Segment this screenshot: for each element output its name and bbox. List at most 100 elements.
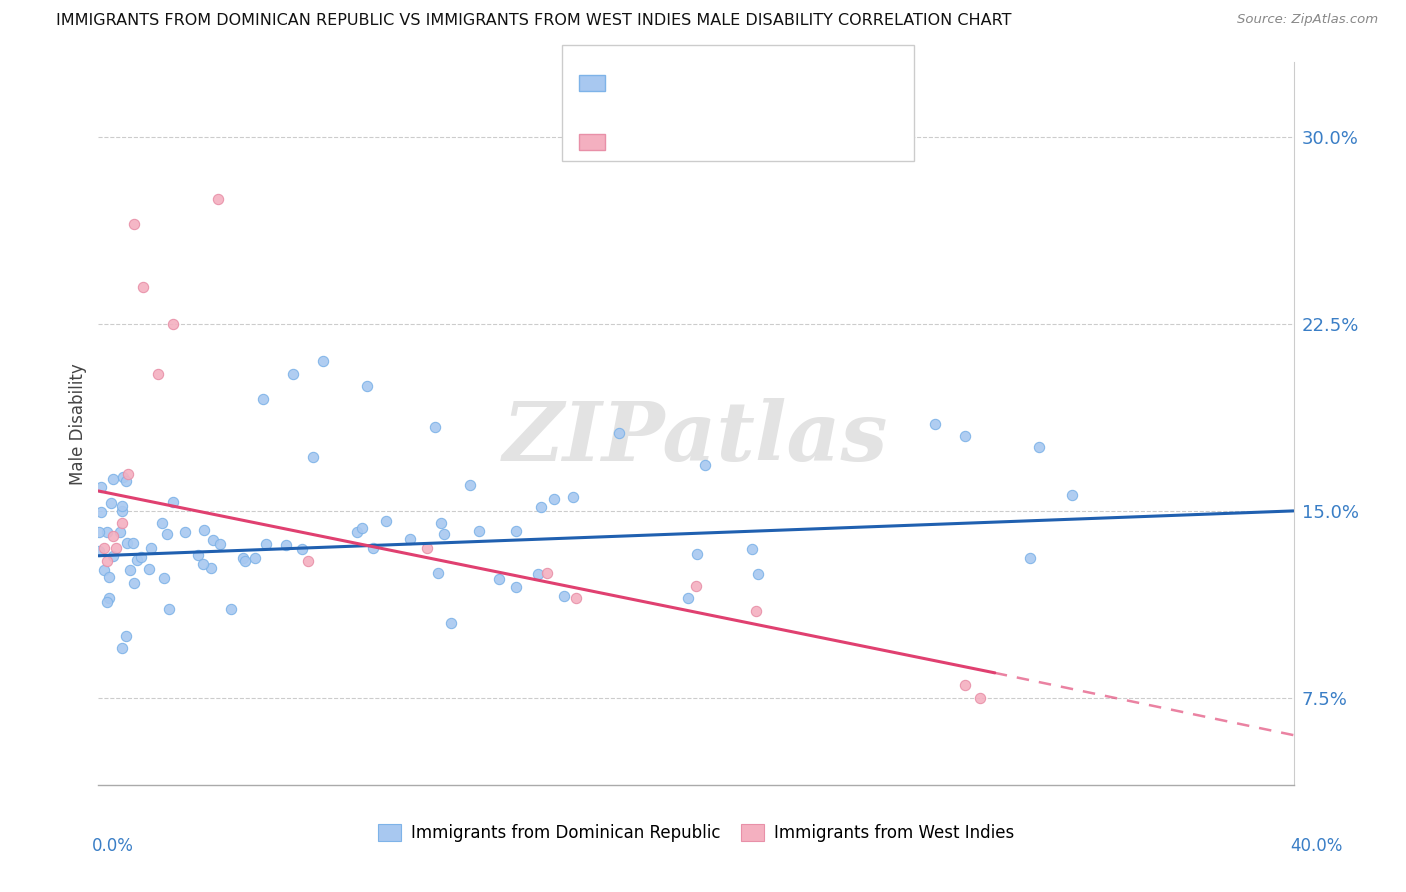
Point (121, 536, 143, 550)
Point (87, 524, 110, 539)
Point (96, 524, 118, 539)
Point (98, 570, 121, 584)
Point (433, 527, 456, 541)
Point (110, 640, 132, 655)
Point (129, 549, 152, 564)
Point (685, 547, 707, 561)
Point (276, 538, 298, 552)
Point (101, 472, 124, 486)
Text: 0.0%: 0.0% (91, 837, 134, 855)
Point (111, 470, 134, 484)
Point (427, 566, 450, 580)
Point (200, 561, 222, 575)
Point (291, 541, 314, 556)
Point (162, 495, 184, 509)
Point (108, 524, 131, 539)
Point (460, 477, 482, 491)
Point (361, 541, 384, 555)
Point (96, 554, 118, 568)
Point (527, 567, 550, 582)
Point (536, 566, 558, 581)
Point (156, 527, 179, 541)
Point (562, 490, 585, 504)
Point (685, 579, 707, 593)
Point (953, 429, 976, 443)
Point (676, 591, 699, 606)
Point (346, 524, 368, 539)
Point (111, 500, 134, 514)
Point (191, 557, 214, 571)
Point (201, 533, 224, 548)
Point (423, 419, 446, 434)
Text: IMMIGRANTS FROM DOMINICAN REPUBLIC VS IMMIGRANTS FROM WEST INDIES MALE DISABILIT: IMMIGRANTS FROM DOMINICAN REPUBLIC VS IM… (56, 13, 1012, 29)
Point (302, 450, 325, 464)
Point (741, 542, 763, 557)
Point (607, 425, 630, 440)
Point (93, 541, 115, 556)
Text: 82: 82 (754, 70, 779, 87)
Point (1019, 551, 1042, 566)
Point (103, 529, 125, 543)
Point (138, 562, 160, 576)
Legend: Immigrants from Dominican Republic, Immigrants from West Indies: Immigrants from Dominican Republic, Immi… (371, 817, 1021, 849)
Y-axis label: Male Disability: Male Disability (69, 363, 87, 484)
Point (100, 496, 122, 510)
Point (93, 563, 115, 577)
Text: 19: 19 (754, 128, 779, 146)
Point (115, 630, 138, 644)
Point (297, 554, 319, 568)
Point (111, 516, 134, 531)
Point (157, 602, 180, 616)
Point (115, 536, 138, 550)
Point (132, 279, 155, 293)
Point (745, 603, 768, 617)
Point (98, 591, 121, 605)
Point (1062, 487, 1084, 501)
Point (693, 458, 716, 472)
Text: -0.232: -0.232 (658, 128, 723, 146)
Point (105, 541, 128, 556)
Point (747, 566, 769, 581)
Point (416, 541, 439, 556)
Text: R =: R = (616, 70, 655, 87)
Point (101, 549, 124, 563)
Point (122, 576, 145, 591)
Point (162, 317, 184, 331)
Point (553, 589, 575, 603)
Text: R =: R = (616, 128, 655, 146)
Point (439, 615, 461, 630)
Point (953, 678, 976, 692)
Text: ZIPatlas: ZIPatlas (503, 398, 889, 478)
Point (543, 492, 565, 507)
Point (187, 549, 209, 563)
Point (148, 367, 170, 381)
Point (505, 524, 527, 539)
Point (208, 537, 231, 551)
Text: 0.155: 0.155 (658, 70, 714, 87)
Point (352, 521, 374, 535)
Point (311, 354, 333, 368)
Point (89, 544, 111, 558)
Point (488, 572, 510, 586)
Point (125, 553, 148, 567)
Point (530, 500, 553, 515)
Point (281, 367, 304, 381)
Point (117, 467, 139, 481)
Text: N =: N = (709, 128, 761, 146)
Point (233, 554, 256, 568)
Point (174, 525, 197, 540)
Text: 40.0%: 40.0% (1291, 837, 1343, 855)
Point (375, 514, 398, 528)
Point (1028, 441, 1050, 455)
Point (96, 594, 118, 608)
Point (150, 516, 173, 530)
Point (110, 503, 132, 517)
Point (118, 564, 141, 578)
Point (565, 591, 588, 606)
Point (124, 218, 146, 232)
Point (232, 551, 254, 566)
Point (429, 516, 451, 531)
Point (153, 570, 176, 584)
Point (90, 505, 112, 519)
Point (924, 417, 946, 431)
